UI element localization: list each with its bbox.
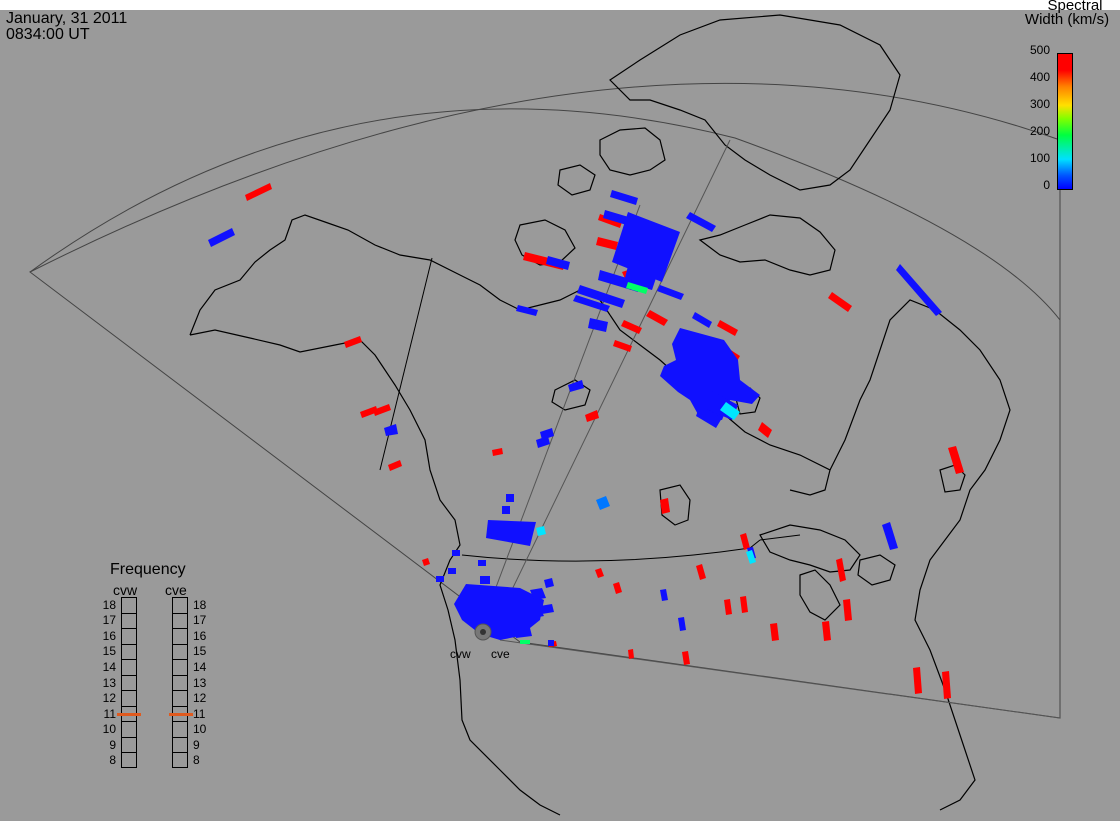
frequency-cell-divider bbox=[122, 612, 136, 614]
frequency-cell-divider bbox=[122, 721, 136, 723]
plot-time: 0834:00 UT bbox=[6, 26, 90, 43]
site-label-cve: cve bbox=[491, 647, 510, 661]
frequency-title: Frequency bbox=[110, 561, 186, 578]
top-strip bbox=[0, 0, 1120, 10]
canada-us-border bbox=[461, 539, 761, 562]
plot-date: January, 31 2011 bbox=[6, 10, 128, 27]
frequency-cell-divider bbox=[122, 752, 136, 754]
frequency-level-label: 9 bbox=[193, 737, 200, 752]
scale-tick: 300 bbox=[1029, 97, 1050, 111]
frequency-level-label: 8 bbox=[193, 753, 200, 768]
frequency-level-label: 11 bbox=[103, 706, 116, 721]
frequency-column-cvw bbox=[121, 597, 137, 768]
frequency-level-label: 16 bbox=[193, 628, 207, 643]
frequency-level-label: 17 bbox=[193, 613, 207, 628]
frequency-level-label: 17 bbox=[102, 613, 116, 628]
field-of-view-outline bbox=[29, 82, 1061, 719]
frequency-level-label: 15 bbox=[193, 644, 207, 659]
scale-tick: 500 bbox=[1029, 43, 1050, 57]
frequency-cell-divider bbox=[122, 736, 136, 738]
frequency-level-label: 12 bbox=[102, 691, 116, 706]
echoes-mid-width bbox=[520, 282, 756, 644]
frequency-level-label: 14 bbox=[193, 659, 207, 674]
view-arc-outline bbox=[29, 108, 1061, 321]
site-label-cvw: cvw bbox=[450, 647, 471, 661]
frequency-level-label: 18 bbox=[102, 597, 116, 612]
coastline bbox=[189, 14, 1011, 816]
frequency-cell-divider bbox=[173, 690, 187, 692]
frequency-level-label: 11 bbox=[193, 706, 206, 721]
frequency-radar-cvw: cvw bbox=[113, 582, 138, 598]
frequency-cell-divider bbox=[173, 612, 187, 614]
frequency-cell-divider bbox=[122, 628, 136, 630]
frequency-level-label: 15 bbox=[102, 644, 116, 659]
frequency-cell-divider bbox=[173, 721, 187, 723]
frequency-cell-divider bbox=[173, 752, 187, 754]
scale-tick: 400 bbox=[1029, 70, 1050, 84]
frequency-level-label: 18 bbox=[193, 597, 207, 612]
frequency-cell-divider bbox=[173, 705, 187, 707]
frequency-level-label: 13 bbox=[193, 675, 207, 690]
scale-tick: 100 bbox=[1029, 151, 1050, 165]
frequency-level-label: 16 bbox=[102, 628, 116, 643]
frequency-level-label: 10 bbox=[102, 722, 116, 737]
frequency-cell-divider bbox=[122, 690, 136, 692]
frequency-cell-divider bbox=[173, 628, 187, 630]
frequency-cell-divider bbox=[173, 736, 187, 738]
echoes-high-width bbox=[245, 183, 964, 699]
frequency-cell-divider bbox=[173, 643, 187, 645]
frequency-cell-divider bbox=[122, 705, 136, 707]
frequency-cell-divider bbox=[122, 674, 136, 676]
frequency-level-label: 9 bbox=[109, 737, 116, 752]
frequency-cell-divider bbox=[122, 659, 136, 661]
frequency-level-label: 14 bbox=[102, 659, 116, 674]
scale-tick: 0 bbox=[1043, 178, 1050, 192]
frequency-marker-cvw bbox=[117, 712, 141, 716]
scale-title-line2: Width (km/s) bbox=[1024, 11, 1110, 28]
frequency-level-label: 10 bbox=[193, 722, 207, 737]
frequency-cell-divider bbox=[173, 674, 187, 676]
frequency-column-cve bbox=[172, 597, 188, 768]
frequency-radar-cve: cve bbox=[165, 582, 187, 598]
frequency-level-label: 8 bbox=[109, 753, 116, 768]
radar-site-center bbox=[480, 629, 486, 635]
frequency-cell-divider bbox=[173, 659, 187, 661]
echoes-low-width bbox=[208, 190, 942, 646]
frequency-cell-divider bbox=[122, 643, 136, 645]
frequency-level-label: 13 bbox=[102, 675, 116, 690]
frequency-level-label: 12 bbox=[193, 691, 207, 706]
spectral-width-colorbar bbox=[1057, 53, 1073, 190]
scale-title-line1: Spectral bbox=[1047, 0, 1103, 14]
scale-tick: 200 bbox=[1029, 124, 1050, 138]
frequency-marker-cve bbox=[169, 712, 193, 716]
